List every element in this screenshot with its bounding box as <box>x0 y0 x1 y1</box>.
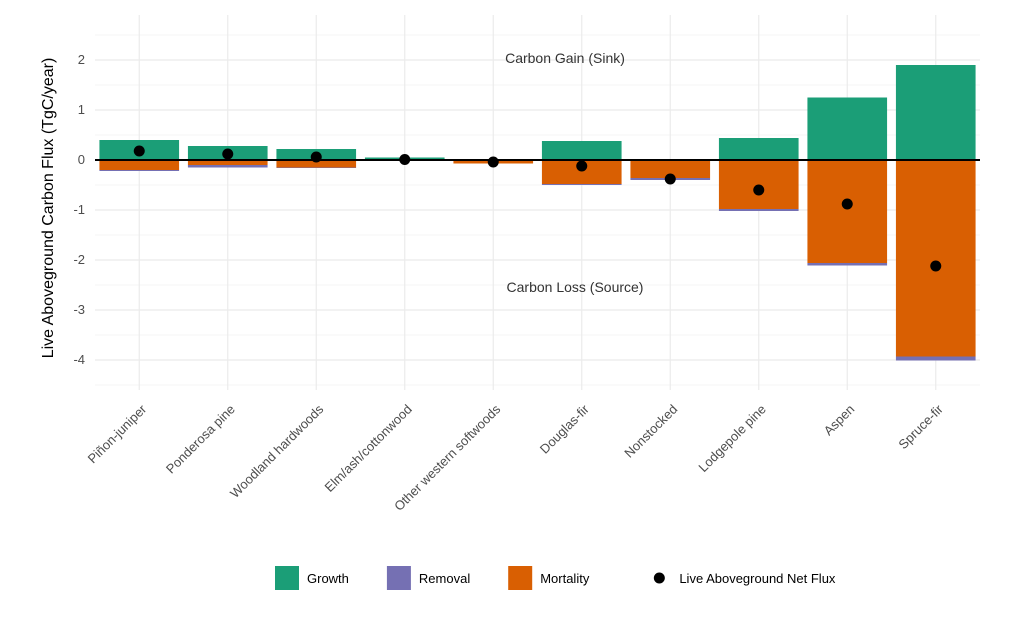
net-point <box>399 154 411 165</box>
legend: Growth Removal Mortality Live Aboveground N… <box>275 566 836 590</box>
bar-removal <box>541 184 622 185</box>
bar-removal <box>895 356 976 361</box>
y-axis-label: Live Aboveground Carbon Flux (TgC/year) <box>40 58 57 359</box>
x-tick-label: Piñon-juniper <box>85 401 150 466</box>
x-tick-label: Aspen <box>821 402 858 439</box>
net-point <box>753 184 765 196</box>
bar-mortality <box>807 160 888 263</box>
x-tick-label: Douglas-fir <box>537 401 593 457</box>
net-point <box>222 148 234 160</box>
bar-mortality <box>187 160 268 165</box>
bar-removal <box>276 167 357 168</box>
y-tick-label: -1 <box>73 202 85 217</box>
annotation-loss: Carbon Loss (Source) <box>507 279 644 295</box>
y-tick-label: -3 <box>73 302 85 317</box>
legend-key <box>653 572 665 584</box>
legend-key <box>275 566 299 590</box>
bar-mortality <box>630 160 711 178</box>
x-tick-label: Ponderosa pine <box>163 402 238 477</box>
net-point <box>133 145 145 157</box>
net-points <box>133 145 942 272</box>
x-tick-label: Lodgepole pine <box>695 402 768 475</box>
bar-mortality <box>276 160 357 168</box>
y-tick-label: 1 <box>78 102 85 117</box>
bar-removal <box>718 209 799 211</box>
y-tick-label: -4 <box>73 352 85 367</box>
bar-growth <box>718 138 799 160</box>
legend-key <box>508 566 533 590</box>
y-tick-label: 0 <box>78 152 85 167</box>
annotation-gain: Carbon Gain (Sink) <box>505 50 625 66</box>
bar-removal <box>807 263 888 266</box>
bar-growth <box>541 141 622 160</box>
net-point <box>487 156 499 168</box>
bar-removal <box>99 170 180 171</box>
x-tick-label: Nonstocked <box>621 402 680 461</box>
net-point <box>664 173 676 185</box>
bar-removal <box>187 165 268 168</box>
legend-label: Mortality <box>540 571 590 586</box>
net-point <box>841 198 853 210</box>
bar-mortality <box>99 160 180 170</box>
x-tick-label: Elm/ash/cottonwood <box>321 402 414 495</box>
bar-growth <box>895 65 976 160</box>
y-tick-label: -2 <box>73 252 85 267</box>
x-tick-label: Spruce-fir <box>895 401 946 452</box>
net-point <box>576 160 588 172</box>
bar-growth <box>807 97 888 160</box>
legend-label: Removal <box>419 571 470 586</box>
legend-label: Live Aboveground Net Flux <box>679 571 836 586</box>
y-tick-label: 2 <box>78 52 85 67</box>
net-point <box>930 260 942 272</box>
legend-key <box>386 566 411 590</box>
net-point <box>310 151 322 163</box>
x-tick-label: Woodland hardwoods <box>227 401 327 501</box>
y-axis-ticks: -4 -3 -2 -1 0 1 2 <box>73 52 85 367</box>
bar-mortality <box>895 160 976 357</box>
bars <box>99 65 976 361</box>
legend-label: Growth <box>307 571 349 586</box>
